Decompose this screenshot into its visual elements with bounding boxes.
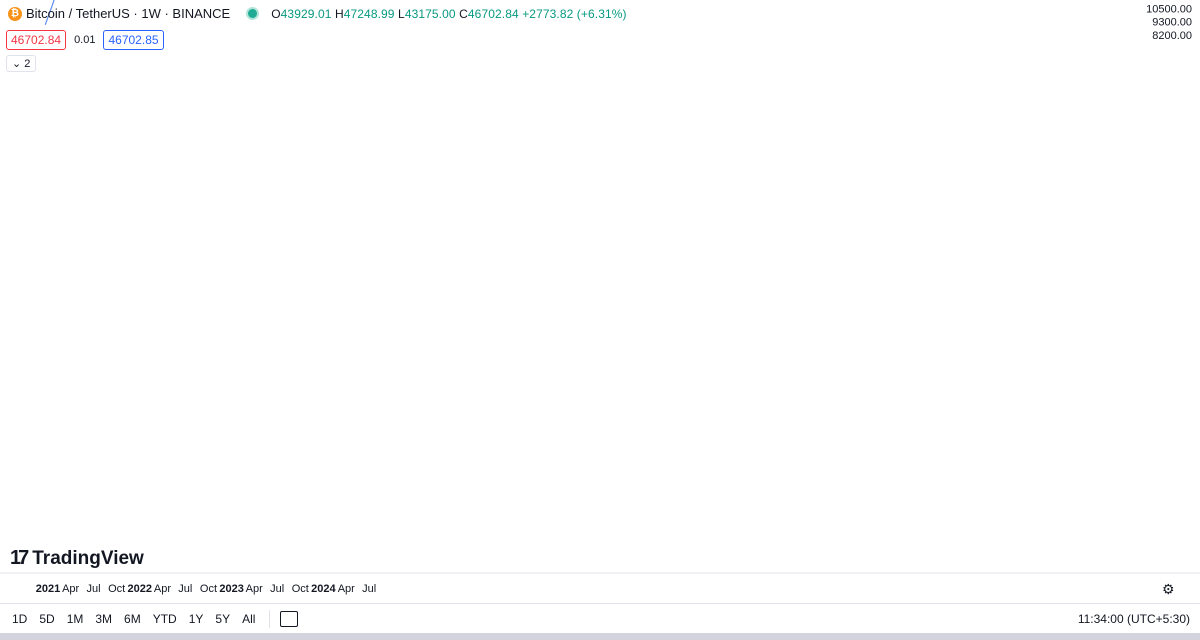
indicators-toggle-button[interactable]: ⌄ 2 <box>6 55 37 72</box>
chevron-down-icon: ⌄ <box>12 58 22 70</box>
low-value: 43175.00 <box>404 6 456 21</box>
y-axis-tick-label: 10500.00 <box>1146 3 1192 15</box>
symbol-title[interactable]: Bitcoin / TetherUS · 1W · BINANCE <box>26 6 231 21</box>
x-axis-tick-label: Oct <box>108 583 125 595</box>
spread-value: 0.01 <box>74 34 96 46</box>
y-axis-tick-label: 11900.00 <box>1147 0 1192 2</box>
ohlc-values: O43929.01 H47248.99 L43175.00 C46702.84 … <box>271 7 626 21</box>
change-value: +2773.82 (+6.31%) <box>522 6 627 21</box>
range-button-3m[interactable]: 3M <box>95 612 113 626</box>
x-axis-tick-label: Jul <box>178 583 192 595</box>
x-axis-tick-label: Apr <box>62 583 79 595</box>
range-button-1y[interactable]: 1Y <box>188 612 204 626</box>
tradingview-logo[interactable]: 17 TradingView <box>10 547 144 570</box>
range-toolbar: 1D 5D 1M 3M 6M YTD 1Y 5Y All 11:34:00 (U… <box>0 603 1200 634</box>
x-axis-tick-label: Oct <box>200 583 217 595</box>
x-axis-tick-label: 2021 <box>36 583 60 595</box>
symbol-legend: ₿ Bitcoin / TetherUS · 1W · BINANCE O439… <box>8 6 627 21</box>
range-button-5d[interactable]: 5D <box>39 612 55 626</box>
gear-icon[interactable]: ⚙ <box>1162 581 1175 597</box>
bitcoin-logo-icon: ₿ <box>8 6 22 21</box>
range-button-1d[interactable]: 1D <box>12 612 28 626</box>
price-chart[interactable]: 8200.009300.0010500.0011900.0013500.0015… <box>0 0 1200 603</box>
tradingview-wordmark: TradingView <box>32 547 144 569</box>
x-axis-tick-label: 2024 <box>311 583 336 595</box>
x-axis-tick-label: Apr <box>338 583 355 595</box>
window-bottom-edge <box>0 633 1200 640</box>
range-button-ytd[interactable]: YTD <box>152 612 177 626</box>
open-label: O <box>271 6 281 21</box>
market-status-dot-icon <box>246 7 260 20</box>
open-value: 43929.01 <box>280 6 332 21</box>
toolbar-divider <box>269 610 271 628</box>
x-axis-tick-label: Jul <box>86 583 100 595</box>
close-value: 46702.84 <box>467 6 519 21</box>
x-axis-tick-label: Jul <box>270 583 284 595</box>
range-button-5y[interactable]: 5Y <box>215 612 231 626</box>
high-label: H <box>334 6 344 21</box>
x-axis-tick-label: Oct <box>292 583 309 595</box>
x-axis-tick-label: Apr <box>154 583 171 595</box>
range-button-1m[interactable]: 1M <box>66 612 84 626</box>
timezone-clock[interactable]: 11:34:00 (UTC+5:30) <box>1077 612 1190 626</box>
x-axis-tick-label: Jul <box>362 583 376 595</box>
x-axis-tick-label: Apr <box>246 583 263 595</box>
indicators-count: 2 <box>24 58 31 70</box>
low-label: L <box>398 6 405 21</box>
range-button-all[interactable]: All <box>242 612 256 626</box>
high-value: 47248.99 <box>343 6 395 21</box>
tradingview-mark-icon: 17 <box>10 547 29 569</box>
buy-price-button[interactable]: 46702.85 <box>103 30 164 50</box>
x-axis-tick-label: 2022 <box>128 583 152 595</box>
close-label: C <box>459 6 468 21</box>
x-axis-tick-label: 2023 <box>219 583 243 595</box>
sell-price-button[interactable]: 46702.84 <box>6 30 67 50</box>
y-axis-tick-label: 8200.00 <box>1152 30 1192 42</box>
calendar-icon[interactable] <box>280 611 299 627</box>
y-axis-tick-label: 9300.00 <box>1152 16 1192 28</box>
range-button-6m[interactable]: 6M <box>124 612 141 626</box>
quote-boxes: 46702.84 0.01 46702.85 <box>6 30 164 50</box>
